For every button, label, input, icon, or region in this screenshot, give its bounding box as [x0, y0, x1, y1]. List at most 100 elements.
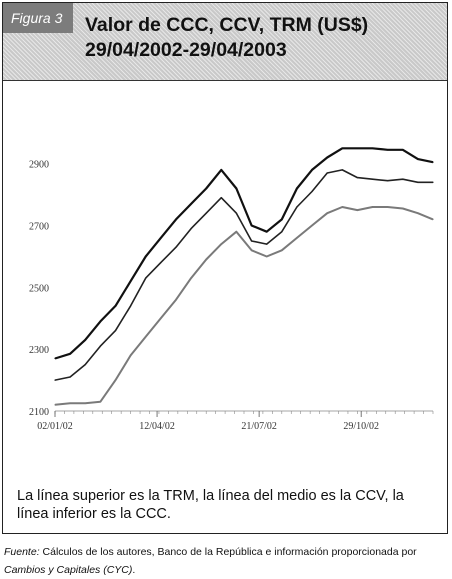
- data-point-ccv: [130, 305, 132, 307]
- figure-source: Fuente: Cálculos de los autores, Banco d…: [4, 543, 448, 579]
- series-line-ccc: [54, 206, 434, 406]
- data-point-ccv: [69, 376, 71, 378]
- line-chart: 2100 2300 2500 2700 2900 02/01/02 12/04/02 21/…: [29, 147, 434, 432]
- data-point-trm: [220, 169, 222, 171]
- figure-header: Figura 3 Valor de CCC, CCV, TRM (US$) 29…: [3, 3, 447, 81]
- data-point-ccv: [205, 212, 207, 214]
- data-point-trm: [266, 231, 268, 233]
- data-point-trm: [84, 339, 86, 341]
- data-point-ccv: [84, 364, 86, 366]
- data-point-ccv: [114, 330, 117, 332]
- x-tick-label: 29/10/02: [343, 421, 379, 432]
- series-line-trm: [54, 147, 434, 360]
- data-point-ccc: [266, 255, 268, 258]
- data-point-ccc: [175, 299, 177, 301]
- figure-title: Valor de CCC, CCV, TRM (US$) 29/04/2002-…: [85, 13, 368, 63]
- y-tick-label: 2100: [29, 407, 49, 418]
- data-point-ccc: [114, 379, 117, 381]
- data-point-ccv: [175, 246, 177, 248]
- data-point-ccv: [250, 240, 253, 242]
- y-tick-label: 2300: [29, 345, 49, 356]
- data-point-trm: [402, 149, 404, 151]
- data-point-trm: [54, 357, 56, 360]
- data-point-ccc: [417, 212, 419, 214]
- source-text: Cálculos de los autores, Banco de la Rep…: [39, 546, 417, 558]
- data-point-trm: [296, 187, 298, 190]
- data-point-trm: [281, 218, 283, 220]
- data-point-ccc: [160, 317, 162, 319]
- data-point-ccc: [387, 206, 389, 208]
- data-point-ccc: [296, 237, 298, 239]
- data-point-ccv: [235, 212, 238, 214]
- source-label: Fuente:: [4, 546, 40, 558]
- data-point-ccv: [402, 178, 404, 180]
- data-point-trm: [311, 169, 313, 171]
- data-point-trm: [99, 320, 101, 322]
- series-line-ccv: [54, 169, 433, 381]
- data-point-ccc: [190, 277, 192, 279]
- data-point-ccc: [220, 243, 222, 245]
- data-point-ccv: [326, 172, 328, 174]
- data-point-ccc: [326, 212, 328, 214]
- y-tick-label: 2700: [29, 222, 49, 233]
- figure-caption: La línea superior es la TRM, la línea de…: [17, 488, 404, 522]
- data-point-ccv: [296, 206, 298, 208]
- data-point-trm: [387, 149, 389, 151]
- figure-badge: Figura 3: [3, 3, 73, 33]
- y-tick-label: 2500: [29, 283, 49, 294]
- data-point-ccv: [432, 181, 434, 183]
- figure-frame: Figura 3 Valor de CCC, CCV, TRM (US$) 29…: [2, 2, 448, 534]
- data-point-ccc: [432, 218, 434, 220]
- data-point-ccc: [311, 224, 313, 227]
- x-tick-label: 21/07/02: [241, 421, 277, 432]
- data-point-trm: [205, 187, 207, 190]
- data-point-trm: [326, 156, 328, 159]
- data-point-ccc: [205, 258, 207, 261]
- figure-title-line2: 29/04/2002-29/04/2003: [85, 39, 287, 61]
- data-point-trm: [250, 224, 253, 227]
- y-tick-label: 2900: [29, 160, 49, 171]
- data-point-trm: [145, 255, 147, 258]
- data-point-trm: [417, 158, 419, 160]
- data-point-ccc: [84, 402, 86, 404]
- data-point-ccv: [281, 231, 283, 233]
- data-point-ccv: [356, 177, 358, 179]
- data-point-ccv: [54, 379, 56, 381]
- data-point-trm: [69, 353, 71, 355]
- data-point-trm: [130, 280, 132, 282]
- data-point-trm: [341, 147, 343, 149]
- data-point-ccv: [145, 277, 147, 279]
- source-publisher: Cambios y Capitales (CYC): [4, 564, 133, 576]
- series-group: [54, 147, 434, 406]
- x-axis: 02/01/02 12/04/02 21/07/02 29/10/02: [37, 410, 434, 432]
- data-point-ccv: [311, 190, 313, 193]
- figure-title-line1: Valor de CCC, CCV, TRM (US$): [85, 14, 369, 36]
- x-tick-label: 02/01/02: [37, 421, 73, 432]
- data-point-ccv: [371, 178, 374, 180]
- data-point-ccc: [235, 231, 238, 233]
- data-point-trm: [235, 187, 238, 190]
- data-point-ccc: [145, 336, 147, 338]
- data-point-ccv: [266, 243, 268, 245]
- y-axis: 2100 2300 2500 2700 2900: [29, 160, 49, 418]
- data-point-trm: [160, 237, 162, 239]
- data-point-ccc: [54, 404, 56, 406]
- data-point-ccv: [220, 197, 222, 199]
- data-point-ccc: [250, 249, 253, 251]
- data-point-trm: [432, 161, 434, 163]
- data-point-ccv: [387, 180, 389, 182]
- data-point-trm: [190, 203, 192, 205]
- data-point-trm: [114, 305, 117, 307]
- data-point-ccc: [341, 206, 343, 208]
- data-point-ccv: [160, 262, 162, 264]
- source-end: .: [132, 564, 136, 576]
- data-point-ccc: [371, 206, 374, 208]
- data-point-trm: [356, 147, 358, 149]
- data-point-ccc: [281, 249, 283, 251]
- x-tick-label: 12/04/02: [139, 421, 175, 432]
- data-point-ccv: [190, 228, 192, 230]
- data-point-trm: [175, 218, 177, 220]
- data-point-ccc: [130, 354, 132, 356]
- data-point-ccc: [69, 402, 71, 404]
- data-point-ccv: [417, 181, 419, 183]
